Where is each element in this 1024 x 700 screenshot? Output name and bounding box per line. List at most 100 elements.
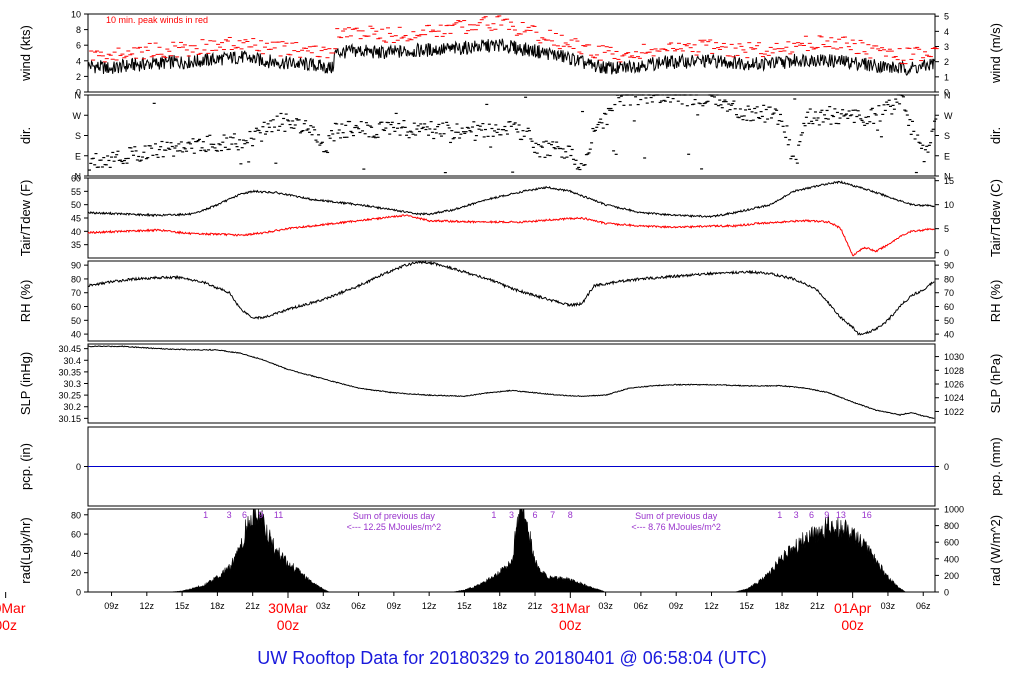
y2-tick-label: 1024	[944, 393, 964, 403]
day-date-label: 30Mar	[0, 600, 26, 616]
y-tick-label: S	[75, 131, 81, 141]
daily-sum-label: Sum of previous day	[353, 511, 436, 521]
x-tick-label: 15z	[457, 601, 472, 611]
y-axis-label: SLP (inHg)	[18, 352, 33, 415]
y2-tick-label: 80	[944, 274, 954, 284]
y2-tick-label: 1030	[944, 352, 964, 362]
hour-mark-label: 6	[242, 510, 247, 520]
x-tick-label: 06z	[351, 601, 366, 611]
day-time-label: 00z	[559, 617, 582, 633]
hour-mark-label: 3	[509, 510, 514, 520]
x-tick-label: 03z	[598, 601, 613, 611]
panel-frame	[88, 178, 935, 258]
y-tick-label: 90	[71, 261, 81, 271]
y-tick-label: 50	[71, 316, 81, 326]
y-tick-label: 30.4	[63, 356, 81, 366]
y2-tick-label: 600	[944, 538, 959, 548]
y-tick-label: 40	[71, 227, 81, 237]
y2-axis-label: rad (W/m^2)	[988, 515, 1003, 586]
y2-tick-label: 1022	[944, 407, 964, 417]
y2-tick-label: 15	[944, 176, 954, 186]
x-tick-label: 09z	[669, 601, 684, 611]
hour-mark-label: 9	[824, 510, 829, 520]
y-tick-label: W	[73, 111, 82, 121]
y2-tick-label: 0	[944, 462, 949, 472]
day-date-label: 30Mar	[268, 600, 308, 616]
y-tick-label: 35	[71, 240, 81, 250]
y-tick-label: E	[75, 151, 81, 161]
y-tick-label: 70	[71, 288, 81, 298]
hour-mark-label: 1	[491, 510, 496, 520]
y-tick-label: 2	[76, 72, 81, 82]
dewpoint-line	[88, 215, 934, 256]
y-tick-label: 20	[71, 568, 81, 578]
x-tick-label: 21z	[245, 601, 260, 611]
x-tick-label: 12z	[704, 601, 719, 611]
y-tick-label: N	[75, 91, 82, 101]
hour-mark-label: 6	[533, 510, 538, 520]
y-axis-label: rad(Lgly/hr)	[18, 517, 33, 583]
peak-wind-note: 10 min. peak winds in red	[106, 15, 208, 25]
hour-mark-label: 13	[836, 510, 846, 520]
y2-axis-label: wind (m/s)	[988, 23, 1003, 84]
day-date-label: 01Apr	[834, 600, 872, 616]
day-date-label: 31Mar	[550, 600, 590, 616]
y2-tick-label: 200	[944, 571, 959, 581]
x-tick-label: 09z	[387, 601, 402, 611]
y2-tick-label: 1	[944, 72, 949, 82]
y2-tick-label: S	[944, 131, 950, 141]
y-axis-label: RH (%)	[18, 280, 33, 323]
x-tick-label: 18z	[775, 601, 790, 611]
y2-tick-label: 50	[944, 316, 954, 326]
x-tick-label: 06z	[916, 601, 931, 611]
x-tick-label: 06z	[634, 601, 649, 611]
y-tick-label: 0	[76, 462, 81, 472]
hour-mark-label: 9	[258, 510, 263, 520]
y-tick-label: 0	[76, 588, 81, 598]
x-tick-label: 03z	[881, 601, 896, 611]
day-time-label: 00z	[841, 617, 864, 633]
daily-sum-value: <--- 8.76 MJoules/m^2	[631, 522, 721, 532]
y-tick-label: 80	[71, 510, 81, 520]
x-tick-label: 21z	[810, 601, 825, 611]
y2-tick-label: 40	[944, 330, 954, 340]
air-temperature-line	[88, 181, 934, 217]
daily-sum-label: Sum of previous day	[635, 511, 718, 521]
y2-tick-label: 1028	[944, 366, 964, 376]
x-tick-label: 18z	[210, 601, 225, 611]
y2-axis-label: SLP (hPa)	[988, 354, 1003, 414]
y-tick-label: 50	[71, 200, 81, 210]
day-time-label: 00z	[0, 617, 17, 633]
y-tick-label: 45	[71, 214, 81, 224]
y2-tick-label: N	[944, 91, 951, 101]
y-axis-label: wind (kts)	[18, 25, 33, 82]
y2-axis-label: dir.	[988, 127, 1003, 144]
x-tick-label: 18z	[492, 601, 507, 611]
solar-radiation-area	[88, 509, 935, 592]
x-tick-label: 12z	[140, 601, 155, 611]
y2-axis-label: RH (%)	[988, 280, 1003, 323]
y-tick-label: 40	[71, 549, 81, 559]
y2-axis-label: pcp. (mm)	[988, 437, 1003, 496]
x-tick-label: 21z	[528, 601, 543, 611]
y-axis-label: dir.	[18, 127, 33, 144]
y2-tick-label: 10	[944, 200, 954, 210]
hour-mark-label: 8	[568, 510, 573, 520]
y2-tick-label: 800	[944, 521, 959, 531]
hour-mark-label: 1	[777, 510, 782, 520]
y-axis-label: pcp. (in)	[18, 443, 33, 490]
panel-frame	[88, 261, 935, 341]
x-tick-label: 09z	[104, 601, 119, 611]
y2-tick-label: 0	[944, 248, 949, 258]
y2-tick-label: 3	[944, 42, 949, 52]
y2-tick-label: 4	[944, 27, 949, 37]
y-tick-label: 40	[71, 330, 81, 340]
y2-axis-label: Tair/Tdew (C)	[988, 179, 1003, 257]
x-tick-label: 15z	[740, 601, 755, 611]
y-tick-label: 60	[71, 302, 81, 312]
humidity-line	[88, 261, 934, 335]
y2-tick-label: 400	[944, 554, 959, 564]
x-tick-label: 15z	[175, 601, 190, 611]
